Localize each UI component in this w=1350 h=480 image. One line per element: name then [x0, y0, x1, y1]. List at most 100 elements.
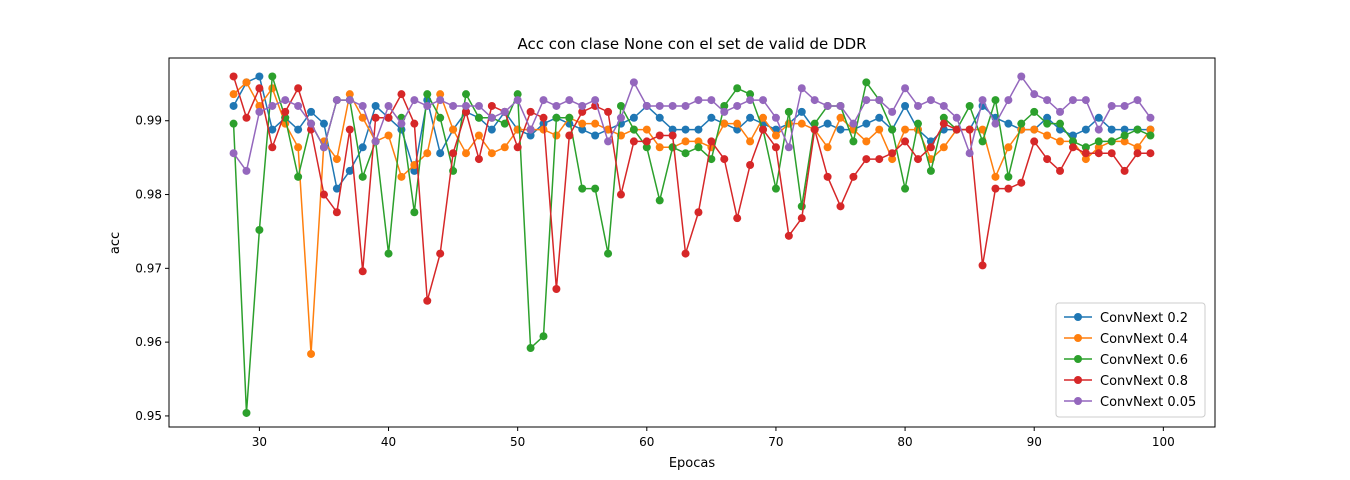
- data-point: [1056, 107, 1065, 116]
- y-tick-label: 0.97: [135, 261, 162, 275]
- data-point: [1068, 143, 1077, 152]
- data-point: [1094, 149, 1103, 158]
- data-point: [474, 131, 483, 140]
- data-point: [1120, 101, 1129, 110]
- data-point: [978, 125, 987, 134]
- data-point: [526, 131, 535, 140]
- data-point: [1146, 149, 1155, 158]
- data-point: [681, 149, 690, 158]
- y-tick-label: 0.99: [135, 114, 162, 128]
- data-point: [1107, 125, 1116, 134]
- data-point: [784, 231, 793, 240]
- data-point: [345, 166, 354, 175]
- data-point: [1056, 119, 1065, 128]
- data-point: [1081, 155, 1090, 164]
- data-point: [565, 96, 574, 105]
- data-point: [397, 90, 406, 99]
- data-point: [681, 125, 690, 134]
- data-point: [746, 161, 755, 170]
- data-point: [358, 143, 367, 152]
- series-line: [232, 75, 1152, 172]
- data-point: [849, 172, 858, 181]
- data-point: [771, 143, 780, 152]
- data-point: [784, 143, 793, 152]
- data-point: [655, 101, 664, 110]
- data-point: [901, 125, 910, 134]
- chart-title: Acc con clase None con el set de valid d…: [517, 35, 866, 53]
- data-point: [268, 72, 277, 81]
- data-point: [655, 196, 664, 205]
- data-point: [552, 113, 561, 122]
- data-point: [255, 84, 264, 93]
- data-point: [384, 249, 393, 258]
- data-point: [1004, 119, 1013, 128]
- data-point: [500, 107, 509, 116]
- data-point: [332, 96, 341, 105]
- legend-swatch-marker: [1074, 313, 1082, 321]
- data-point: [526, 125, 535, 134]
- data-point: [978, 137, 987, 146]
- x-tick-label: 60: [639, 435, 654, 449]
- data-point: [888, 125, 897, 134]
- data-point: [307, 349, 316, 358]
- y-tick-label: 0.95: [135, 409, 162, 423]
- data-point: [1056, 166, 1065, 175]
- data-point: [294, 101, 303, 110]
- y-tick-label: 0.96: [135, 335, 162, 349]
- data-point: [875, 96, 884, 105]
- data-point: [358, 172, 367, 181]
- data-point: [888, 149, 897, 158]
- data-point: [694, 143, 703, 152]
- data-point: [629, 113, 638, 122]
- data-point: [242, 408, 251, 417]
- data-point: [255, 72, 264, 81]
- data-point: [655, 113, 664, 122]
- data-point: [268, 84, 277, 93]
- data-point: [1081, 96, 1090, 105]
- data-point: [1120, 125, 1129, 134]
- data-point: [487, 101, 496, 110]
- data-point: [578, 125, 587, 134]
- data-point: [1133, 143, 1142, 152]
- data-point: [642, 143, 651, 152]
- data-point: [616, 190, 625, 199]
- x-tick-label: 30: [252, 435, 267, 449]
- data-point: [268, 125, 277, 134]
- data-point: [513, 143, 522, 152]
- data-point: [952, 125, 961, 134]
- data-point: [707, 155, 716, 164]
- data-point: [746, 90, 755, 99]
- data-point: [255, 101, 264, 110]
- data-point: [759, 125, 768, 134]
- data-point: [371, 101, 380, 110]
- data-point: [397, 119, 406, 128]
- y-tick-label: 0.98: [135, 188, 162, 202]
- data-point: [810, 125, 819, 134]
- data-point: [913, 155, 922, 164]
- data-point: [358, 267, 367, 276]
- data-point: [1081, 149, 1090, 158]
- data-point: [707, 137, 716, 146]
- data-point: [487, 125, 496, 134]
- data-point: [978, 96, 987, 105]
- data-point: [939, 119, 948, 128]
- data-point: [591, 119, 600, 128]
- data-point: [655, 143, 664, 152]
- data-point: [345, 90, 354, 99]
- data-point: [668, 125, 677, 134]
- data-point: [229, 72, 238, 81]
- data-point: [939, 113, 948, 122]
- data-point: [397, 172, 406, 181]
- data-point: [604, 107, 613, 116]
- data-point: [1043, 131, 1052, 140]
- data-point: [423, 296, 432, 305]
- data-point: [526, 107, 535, 116]
- data-point: [797, 107, 806, 116]
- data-point: [694, 96, 703, 105]
- data-point: [229, 90, 238, 99]
- data-point: [384, 101, 393, 110]
- legend-item: ConvNext 0.6: [1064, 353, 1188, 368]
- data-point: [1030, 90, 1039, 99]
- data-point: [875, 125, 884, 134]
